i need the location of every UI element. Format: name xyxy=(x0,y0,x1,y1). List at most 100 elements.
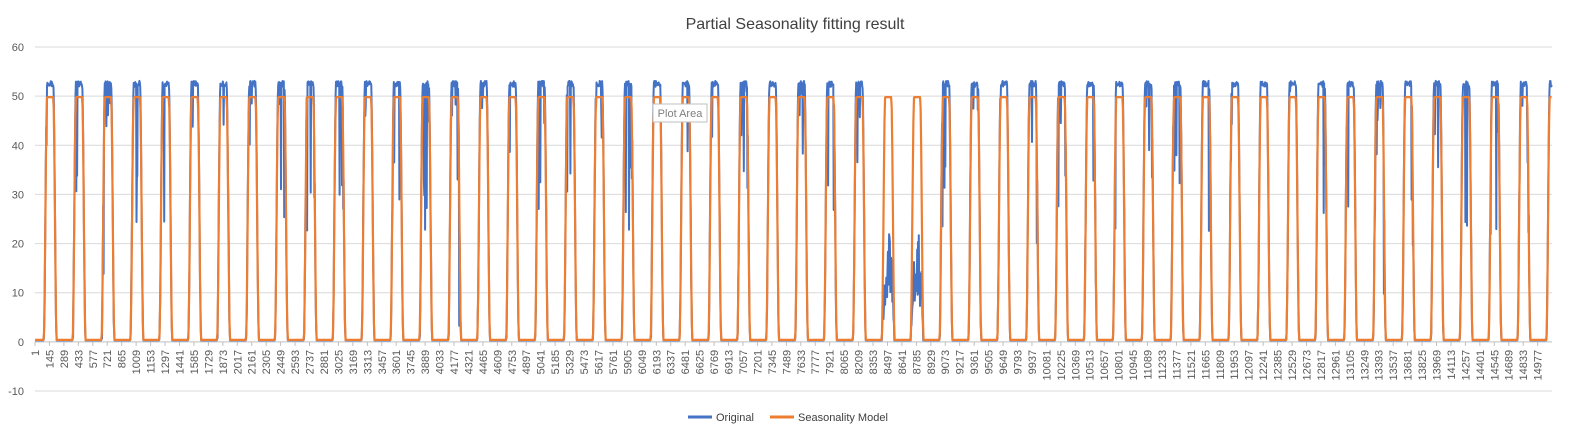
x-tick-label: 11089 xyxy=(1143,350,1155,380)
x-tick-label: 13537 xyxy=(1388,350,1400,381)
x-tick-label: 10225 xyxy=(1056,350,1068,381)
x-tick-label: 1297 xyxy=(160,350,172,374)
x-tick-label: 2305 xyxy=(261,350,273,374)
x-tick-label: 8497 xyxy=(882,350,894,374)
x-tick-label: 13825 xyxy=(1417,350,1429,381)
y-tick-label: 50 xyxy=(12,91,24,103)
x-tick-label: 9793 xyxy=(1013,350,1025,374)
x-tick-label: 3745 xyxy=(406,350,418,374)
x-tick-label: 1 xyxy=(30,350,42,356)
x-tick-label: 12961 xyxy=(1330,350,1342,381)
x-tick-label: 5905 xyxy=(622,350,634,374)
x-tick-label: 4177 xyxy=(449,350,461,374)
x-tick-label: 289 xyxy=(59,350,71,368)
x-tick-label: 8065 xyxy=(839,350,851,374)
x-tick-label: 9937 xyxy=(1027,350,1039,374)
x-tick-label: 5041 xyxy=(536,350,548,374)
x-tick-label: 7201 xyxy=(752,350,764,374)
x-tick-label: 1585 xyxy=(189,350,201,374)
x-tick-label: 1153 xyxy=(146,350,158,374)
series-line-seasonality-model xyxy=(34,96,1552,341)
x-tick-label: 12529 xyxy=(1287,350,1299,381)
x-tick-label: 5473 xyxy=(579,350,591,374)
x-tick-label: 13969 xyxy=(1432,350,1444,381)
x-tick-label: 3025 xyxy=(333,350,345,374)
x-tick-label: 13393 xyxy=(1374,350,1386,381)
x-tick-label: 6625 xyxy=(695,350,707,374)
chart-title: Partial Seasonality fitting result xyxy=(686,16,905,33)
x-tick-label: 5761 xyxy=(608,350,620,374)
y-tick-label: 40 xyxy=(12,140,24,152)
x-tick-label: 10081 xyxy=(1041,350,1053,381)
y-tick-label: 10 xyxy=(12,288,24,300)
x-tick-label: 11521 xyxy=(1186,350,1198,380)
x-tick-label: 12097 xyxy=(1244,350,1256,381)
x-tick-label: 14113 xyxy=(1446,350,1458,380)
series-layer xyxy=(34,79,1553,342)
x-tick-label: 3313 xyxy=(362,350,374,374)
x-tick-label: 5185 xyxy=(550,350,562,374)
y-tick-label: 30 xyxy=(12,189,24,201)
x-tick-label: 433 xyxy=(73,350,85,368)
x-tick-label: 14257 xyxy=(1460,350,1472,381)
y-tick-label: 0 xyxy=(18,337,24,349)
x-tick-label: 10369 xyxy=(1070,350,1082,381)
x-tick-label: 4465 xyxy=(478,350,490,374)
x-tick-label: 577 xyxy=(88,350,100,368)
x-tick-label: 8785 xyxy=(911,350,923,374)
x-tick-label: 12385 xyxy=(1273,350,1285,381)
y-tick-label: -10 xyxy=(8,386,24,398)
x-tick-label: 14833 xyxy=(1518,350,1530,381)
x-tick-label: 7489 xyxy=(781,350,793,374)
x-tick-label: 2161 xyxy=(247,350,259,374)
x-tick-label: 14689 xyxy=(1504,350,1516,381)
legend-label-original: Original xyxy=(716,412,754,424)
x-tick-label: 3169 xyxy=(348,350,360,374)
x-tick-label: 9217 xyxy=(955,350,967,374)
x-tick-label: 6913 xyxy=(724,350,736,374)
x-tick-label: 9505 xyxy=(984,350,996,374)
x-tick-label: 1441 xyxy=(174,350,186,374)
x-tick-label: 8353 xyxy=(868,350,880,374)
x-tick-label: 6193 xyxy=(651,350,663,374)
x-tick-label: 2737 xyxy=(305,350,317,374)
x-tick-label: 3457 xyxy=(377,350,389,374)
x-tick-label: 2017 xyxy=(232,350,244,374)
x-tick-label: 9073 xyxy=(940,350,952,374)
x-tick-label: 4897 xyxy=(521,350,533,374)
x-tick-label: 9649 xyxy=(998,350,1010,374)
x-tick-label: 2449 xyxy=(276,350,288,374)
x-tick-label: 7633 xyxy=(796,350,808,374)
x-tick-label: 1873 xyxy=(218,350,230,374)
x-tick-label: 13681 xyxy=(1403,350,1415,381)
y-axis: -10 0 10 20 30 40 50 60 xyxy=(8,42,24,398)
x-tick-label: 6049 xyxy=(637,350,649,374)
x-tick-label: 11809 xyxy=(1215,350,1227,380)
x-tick-label: 145 xyxy=(44,350,56,368)
legend: Original Seasonality Model xyxy=(688,412,888,424)
x-tick-label: 6769 xyxy=(709,350,721,374)
x-tick-label: 6481 xyxy=(680,350,692,374)
x-tick-label: 6337 xyxy=(666,350,678,374)
x-tick-label: 1729 xyxy=(203,350,215,374)
x-tick-label: 4753 xyxy=(507,350,519,374)
x-tick-label: 1009 xyxy=(131,350,143,374)
x-tick-label: 7345 xyxy=(767,350,779,374)
x-tick-label: 10513 xyxy=(1085,350,1097,381)
x-tick-label: 865 xyxy=(117,350,129,368)
x-tick-label: 10945 xyxy=(1128,350,1140,381)
x-tick-label: 4033 xyxy=(435,350,447,374)
x-tick-label: 14977 xyxy=(1533,350,1545,381)
x-tick-label: 2881 xyxy=(319,350,331,374)
x-tick-label: 5617 xyxy=(593,350,605,374)
x-tick-label: 14545 xyxy=(1489,350,1501,381)
x-tick-label: 10657 xyxy=(1099,350,1111,381)
x-tick-label: 7777 xyxy=(810,350,822,374)
x-tick-label: 8929 xyxy=(926,350,938,374)
x-tick-label: 12241 xyxy=(1258,350,1270,381)
x-tick-label: 12817 xyxy=(1316,350,1328,381)
x-tick-label: 4321 xyxy=(463,350,475,374)
x-tick-label: 11665 xyxy=(1200,350,1212,380)
x-tick-label: 721 xyxy=(102,350,114,368)
